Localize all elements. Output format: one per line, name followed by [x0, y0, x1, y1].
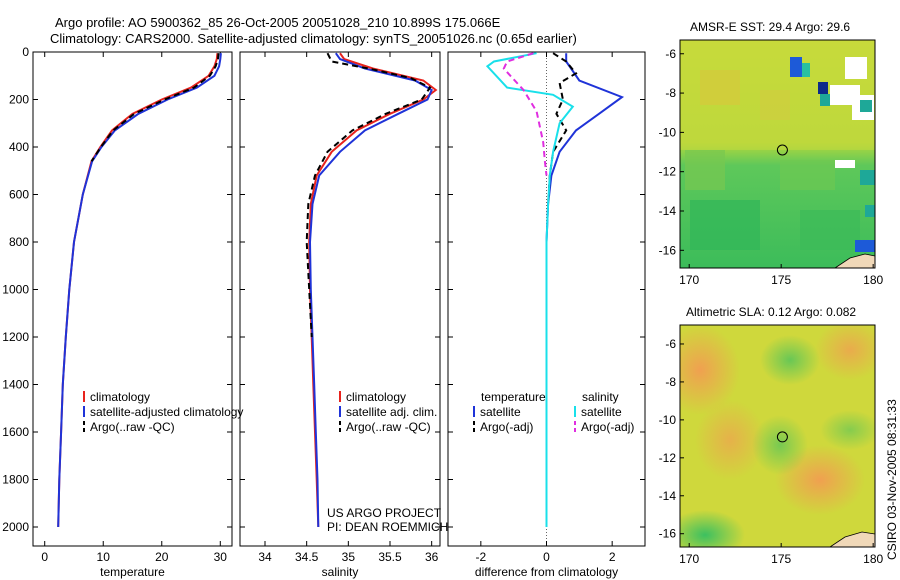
- salinity-xtick-label: 35.5: [378, 550, 402, 564]
- depth-tick-label: 1400: [2, 378, 29, 392]
- difference-legend-sal-satellite-label: satellite: [581, 405, 622, 419]
- salinity-xtick-label: 34: [258, 550, 272, 564]
- temperature-xtick-label: 20: [155, 550, 169, 564]
- sla-xtick-label: 180: [863, 552, 883, 566]
- sst-cold-cell: [790, 57, 802, 77]
- sst-argo-location-marker: [776, 144, 788, 156]
- sla-ytick-label: -16: [659, 527, 677, 541]
- pi-credit: PI: DEAN ROEMMICH: [327, 520, 448, 534]
- sst-ytick-label: -16: [659, 243, 677, 257]
- temperature-panel: 0 10 20 30 0 200 400 600 800 1000 1200 1400 1600 1800…: [2, 45, 243, 579]
- temperature-legend-0-label: climatology: [90, 390, 150, 404]
- sst-xtick-label: 170: [679, 273, 699, 287]
- temperature-xlabel: temperature: [100, 565, 165, 579]
- temperature-xtick-label: 30: [214, 550, 228, 564]
- difference-xlabel: difference from climatology: [475, 565, 618, 579]
- temperature-plot-frame: [32, 51, 233, 547]
- salinity-plot-frame: [239, 51, 441, 547]
- depth-tick-label: 1200: [2, 330, 29, 344]
- depth-tick-label: 1800: [2, 473, 29, 487]
- depth-tick-label: 400: [9, 140, 29, 154]
- sla-argo-location-marker: [776, 431, 788, 443]
- difference-xtick-label: 2: [609, 550, 616, 564]
- salinity-series-climatology: [308, 52, 438, 528]
- sst-xtick-label: 175: [771, 273, 791, 287]
- salinity-xtick-label: 34.5: [295, 550, 319, 564]
- project-credit: US ARGO PROJECT: [327, 506, 442, 520]
- salinity-legend-1-label: satellite adj. clim.: [346, 405, 437, 419]
- depth-tick-label: 200: [9, 93, 29, 107]
- salinity-xlabel: salinity: [322, 565, 359, 579]
- sst-missing-cells: [845, 57, 867, 79]
- salinity-panel: 34 34.5 35 35.5 36 salinity climatologysatelli…: [239, 51, 441, 579]
- sst-map-title: AMSR-E SST: 29.4 Argo: 29.6: [690, 20, 850, 34]
- sla-map: Altimetric SLA: 0.12 Argo: 0.082 170 175 1…: [659, 305, 884, 566]
- temperature-series-satellite: [57, 53, 222, 528]
- depth-tick-label: 600: [9, 188, 29, 202]
- sst-coastline: [834, 253, 875, 268]
- sla-map-title: Altimetric SLA: 0.12 Argo: 0.082: [686, 305, 856, 319]
- depth-tick-label: 2000: [2, 520, 29, 534]
- difference-legend-temperature-title: temperature: [481, 390, 546, 404]
- salinity-xtick-label: 36: [425, 550, 439, 564]
- difference-legend-temp-satellite-label: satellite: [480, 405, 521, 419]
- difference-legend-temp-argo-label: Argo(-adj): [480, 420, 533, 434]
- sla-coastline: [829, 531, 875, 547]
- temperature-series-argo: [90, 53, 220, 162]
- depth-tick-label: 1000: [2, 283, 29, 297]
- depth-tick-label: 800: [9, 235, 29, 249]
- difference-series-temp-satellite: [545, 53, 625, 527]
- sst-ytick-label: -8: [665, 86, 676, 100]
- difference-xtick-label: 0: [543, 550, 550, 564]
- sst-map: AMSR-E SST: 29.4 Argo: 29.6 1: [659, 20, 884, 287]
- sla-xtick-label: 170: [679, 552, 699, 566]
- salinity-series-satellite: [308, 52, 433, 528]
- difference-series-sal-satellite: [485, 52, 575, 527]
- sst-ytick-label: -10: [659, 125, 677, 139]
- timestamp-stamp: CSIRO 03-Nov-2005 08:31:33: [885, 399, 899, 560]
- difference-legend-salinity-title: salinity: [582, 390, 619, 404]
- temperature-legend-2-label: Argo(..raw -QC): [90, 420, 175, 434]
- sla-ytick-label: -10: [659, 413, 677, 427]
- difference-series-temp-argo: [547, 52, 578, 205]
- temperature-series-climatology: [57, 53, 219, 528]
- temperature-xtick-label: 10: [97, 550, 111, 564]
- depth-tick-label: 1600: [2, 425, 29, 439]
- difference-xtick-label: -2: [475, 550, 486, 564]
- depth-tick-label: 0: [22, 45, 29, 59]
- sst-ytick-label: -12: [659, 165, 677, 179]
- sst-xtick-label: 180: [863, 273, 883, 287]
- temperature-legend-1-label: satellite-adjusted climatology: [90, 405, 243, 419]
- sst-ytick-label: -6: [665, 47, 676, 61]
- sla-ytick-label: -14: [659, 489, 677, 503]
- salinity-xtick-label: 35: [342, 550, 356, 564]
- figure-title-line2: Climatology: CARS2000. Satellite-adjuste…: [50, 31, 577, 46]
- salinity-legend-0-label: climatology: [346, 390, 406, 404]
- temperature-xtick-label: 0: [41, 550, 48, 564]
- sla-xtick-label: 175: [771, 552, 791, 566]
- difference-legend-sal-argo-label: Argo(-adj): [581, 420, 634, 434]
- sla-ytick-label: -6: [665, 337, 676, 351]
- salinity-legend-2-label: Argo(..raw -QC): [346, 420, 431, 434]
- sla-ytick-label: -8: [665, 375, 676, 389]
- figure-title-line1: Argo profile: AO 5900362_85 26-Oct-2005 …: [55, 15, 501, 30]
- difference-series-sal-argo: [502, 52, 548, 176]
- sla-ytick-label: -12: [659, 451, 677, 465]
- salinity-series-argo: [305, 52, 432, 338]
- sst-ytick-label: -14: [659, 204, 677, 218]
